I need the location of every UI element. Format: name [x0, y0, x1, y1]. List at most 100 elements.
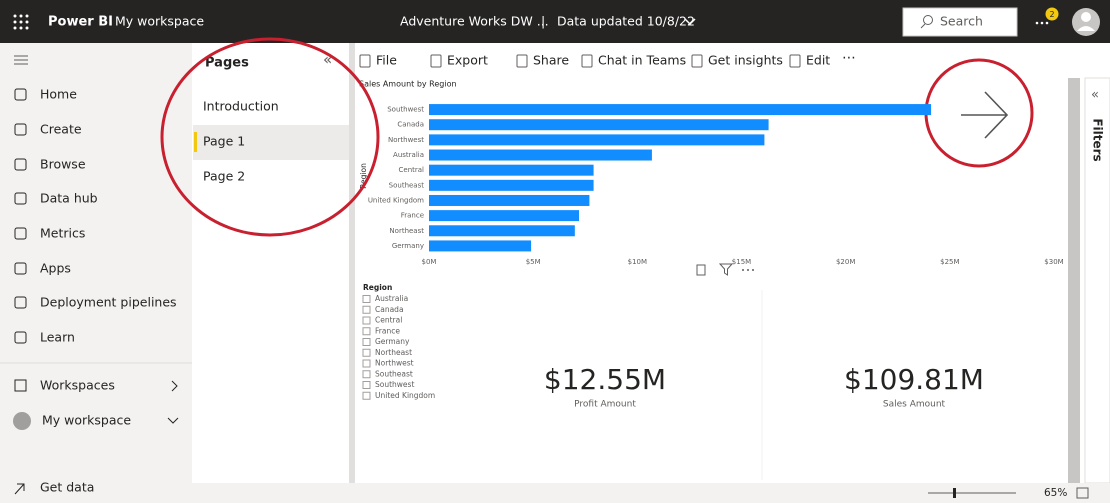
slicer-item[interactable]: Northeast — [375, 348, 412, 357]
avatar — [1077, 26, 1095, 31]
checkbox[interactable] — [362, 305, 371, 314]
slicer-item[interactable]: Northwest — [375, 359, 414, 368]
toolbar-icon — [516, 54, 528, 68]
checkbox[interactable] — [362, 381, 371, 389]
checkbox[interactable] — [362, 327, 371, 336]
visual-header[interactable] — [696, 263, 754, 276]
bar[interactable] — [429, 104, 932, 116]
more-button[interactable] — [1035, 21, 1049, 25]
toolbar-icon — [359, 54, 371, 68]
nav-item[interactable]: Browse — [40, 157, 86, 172]
separator: | — [541, 14, 545, 29]
search-box[interactable] — [902, 7, 1018, 37]
checkbox[interactable] — [362, 348, 371, 357]
bar[interactable] — [429, 164, 594, 176]
slicer-item[interactable]: United Kingdom — [375, 391, 435, 400]
nav-item[interactable]: Workspaces — [40, 378, 115, 393]
nav-item[interactable]: Get data — [40, 480, 94, 495]
y-tick-label: Germany — [392, 242, 424, 250]
bar[interactable] — [429, 149, 652, 161]
checkbox[interactable] — [362, 370, 371, 379]
filters-label[interactable]: Filters — [1091, 118, 1105, 161]
nav-toggle[interactable] — [14, 55, 28, 65]
slicer-item[interactable]: France — [375, 326, 400, 335]
card-value: $109.81M — [844, 363, 984, 396]
x-tick-label: $10M — [628, 258, 647, 266]
checkbox[interactable] — [362, 391, 371, 400]
slicer-item[interactable]: Central — [375, 316, 402, 325]
toolbar-button[interactable]: Chat in Teams — [598, 53, 686, 68]
page-tab[interactable]: Introduction — [203, 99, 279, 114]
bar[interactable] — [429, 225, 575, 237]
checkbox[interactable] — [362, 316, 371, 325]
bar[interactable] — [429, 194, 590, 206]
checkbox[interactable] — [362, 338, 371, 346]
workspace-link[interactable]: My workspace — [115, 14, 204, 29]
collapse-pages[interactable]: « — [323, 51, 332, 69]
toolbar-button[interactable]: File — [376, 53, 397, 68]
nav-item[interactable]: Home — [40, 87, 77, 102]
selected-page — [193, 125, 349, 160]
toolbar-more[interactable]: ⋯ — [842, 50, 856, 66]
bar[interactable] — [429, 240, 532, 252]
expand-filters[interactable]: « — [1091, 88, 1099, 103]
checkbox[interactable] — [362, 295, 371, 303]
app-name[interactable]: Power BI — [48, 15, 113, 30]
scrollbar[interactable] — [1068, 78, 1080, 483]
chart-title: Sales Amount by Region — [359, 80, 457, 89]
slicer-item[interactable]: Germany — [375, 337, 410, 346]
nav-item[interactable]: Create — [40, 122, 82, 137]
nav-item[interactable]: Deployment pipelines — [40, 295, 177, 310]
page-tab[interactable]: Page 1 — [203, 134, 245, 149]
toolbar-icon — [581, 54, 593, 68]
slicer-item[interactable]: Southwest — [375, 380, 414, 389]
next-arrow[interactable] — [961, 91, 1009, 139]
pages-title: Pages — [205, 56, 249, 71]
data-updated[interactable]: Data updated 10/8/22 — [557, 14, 695, 29]
bar[interactable] — [429, 210, 579, 222]
nav-icon — [14, 227, 27, 240]
bar[interactable] — [429, 119, 769, 131]
nav-item[interactable]: My workspace — [42, 413, 131, 428]
nav-icon — [14, 379, 27, 392]
nav-item[interactable]: Data hub — [40, 191, 98, 206]
nav-icon — [14, 483, 25, 495]
left-nav — [0, 43, 192, 483]
nav-item[interactable]: Apps — [40, 261, 71, 276]
y-tick-label: Southwest — [387, 106, 424, 114]
page-tab[interactable]: Page 2 — [203, 169, 245, 184]
checkbox[interactable] — [362, 359, 371, 368]
avatar — [1081, 12, 1091, 22]
report-name[interactable]: Adventure Works DW ... — [400, 14, 549, 29]
x-tick-label: $25M — [940, 258, 959, 266]
nav-item[interactable]: Learn — [40, 330, 75, 345]
chevron — [167, 417, 179, 424]
slicer-item[interactable]: Southeast — [375, 369, 413, 378]
toolbar-button[interactable]: Share — [533, 53, 569, 68]
y-tick-label: Canada — [397, 121, 424, 129]
nav-icon — [14, 88, 27, 101]
bar[interactable] — [429, 179, 594, 191]
zoom-thumb[interactable] — [953, 488, 956, 498]
fit-page[interactable] — [1076, 487, 1089, 499]
nav-item[interactable]: Metrics — [40, 226, 85, 241]
toolbar-icon — [691, 54, 703, 68]
y-tick-label: United Kingdom — [368, 196, 424, 204]
slicer-item[interactable]: Australia — [375, 294, 408, 303]
y-tick-label: Southeast — [389, 181, 425, 189]
chevron — [171, 380, 178, 392]
toolbar-button[interactable]: Get insights — [708, 53, 783, 68]
app-launcher[interactable] — [13, 14, 29, 30]
slicer-item[interactable]: Canada — [375, 305, 404, 314]
nav-avatar — [13, 412, 31, 430]
toolbar-button[interactable]: Export — [447, 53, 488, 68]
x-tick-label: $0M — [422, 258, 437, 266]
y-tick-label: Australia — [393, 151, 424, 159]
toolbar-button[interactable]: Edit — [806, 53, 830, 68]
nav-icon — [14, 262, 27, 275]
chevron[interactable] — [684, 18, 696, 26]
zoom-level: 65% — [1044, 487, 1067, 499]
bar[interactable] — [429, 134, 765, 146]
pages-pane — [193, 43, 349, 483]
